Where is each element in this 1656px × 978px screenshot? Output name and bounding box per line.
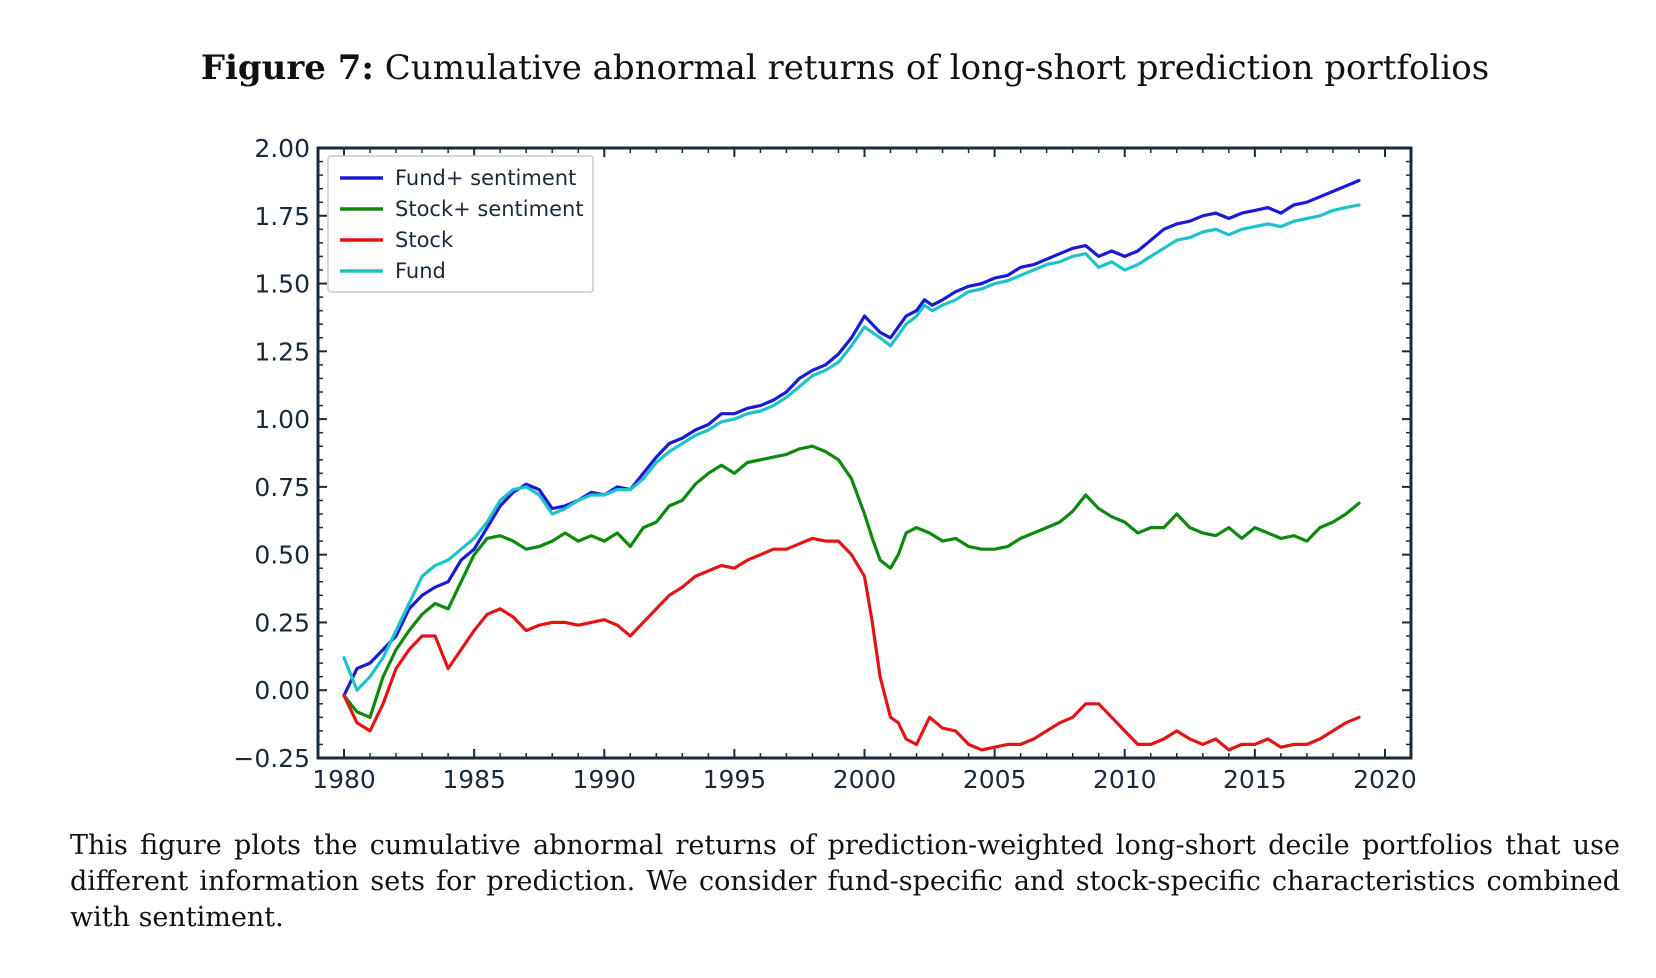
legend-label: Fund+ sentiment [395,166,576,190]
x-axis-tick-labels: 1980 1985 1990 1995 2000 2005 2010 2015 2020 [312,765,1417,794]
x-tick-label: 1985 [442,765,506,794]
series-line-stock [342,536,1361,752]
legend: Fund+ sentiment Stock+ sentiment Stock Fund [327,155,594,293]
x-tick-label: 2005 [963,765,1027,794]
y-tick-label: 1.75 [254,202,310,231]
y-tick-label: 0.75 [254,473,310,502]
figure-title: Figure 7: Cumulative abnormal returns of… [0,48,1656,88]
figure-title-text: Cumulative abnormal returns of long-shor… [384,48,1490,88]
legend-box [327,155,594,293]
chart-series [342,178,1361,752]
x-tick-label: 1990 [572,765,636,794]
series-line-stock-sentiment [342,444,1361,719]
y-tick-label: 1.25 [254,337,310,366]
line-chart: 1980 1985 1990 1995 2000 2005 2010 2015 2020 2.0… [233,134,1417,794]
legend-label: Fund [395,259,446,283]
figure-caption: This figure plots the cumulative abnorma… [70,830,1620,933]
legend-label: Stock+ sentiment [395,197,584,221]
x-tick-label: 2000 [833,765,897,794]
x-tick-label: 2010 [1093,765,1157,794]
series-line-fund [342,203,1361,692]
y-tick-label: 2.00 [254,134,310,163]
y-tick-label: 0.25 [254,608,310,637]
legend-label: Stock [395,228,454,252]
x-tick-label: 1995 [703,765,767,794]
figure-label: Figure 7: [200,48,374,88]
y-tick-label: 0.00 [254,676,310,705]
x-tick-label: 2020 [1353,765,1417,794]
x-tick-label: 2015 [1223,765,1287,794]
y-tick-label: 1.00 [254,405,310,434]
y-tick-label: −0.25 [233,744,310,773]
plot-frame [316,146,1413,760]
x-tick-label: 1980 [312,765,376,794]
y-tick-label: 0.50 [254,541,310,570]
y-axis-tick-labels: 2.00 1.75 1.50 1.25 1.00 0.75 0.50 0.25 0.00 −0.2… [233,134,310,773]
y-tick-label: 1.50 [254,270,310,299]
